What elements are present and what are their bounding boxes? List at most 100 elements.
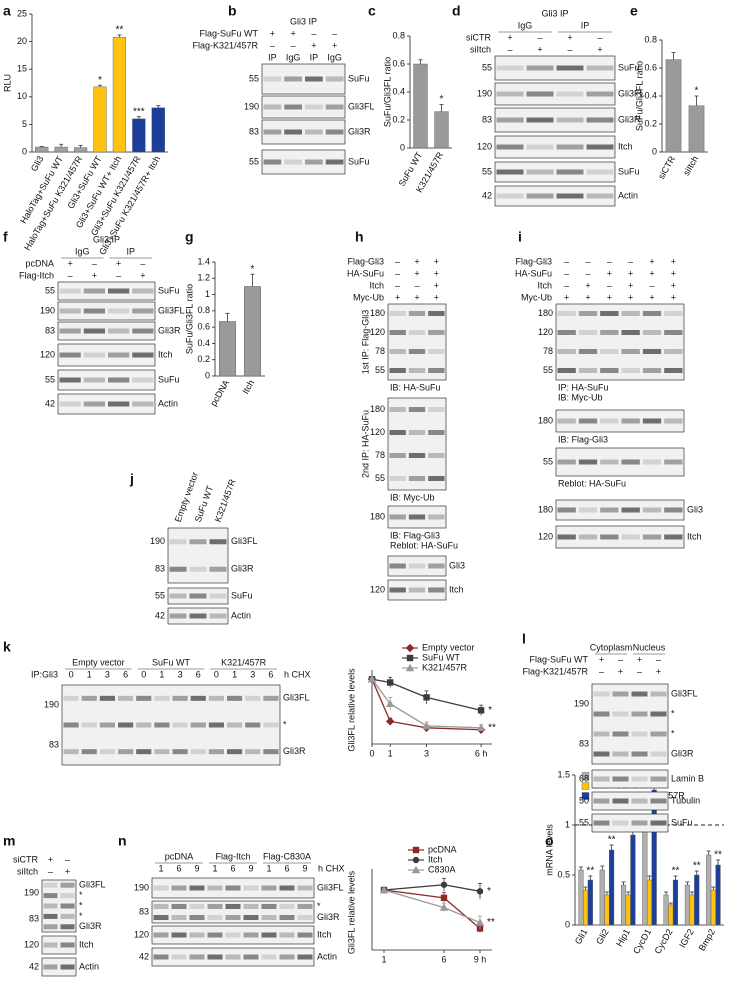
row-unit: h CHX xyxy=(284,669,311,679)
blot-band xyxy=(207,904,223,909)
blot-band xyxy=(261,885,277,891)
bar xyxy=(642,819,648,926)
blot-band xyxy=(60,882,75,888)
blot-band xyxy=(408,514,426,520)
blot-band xyxy=(305,159,323,165)
blot-band xyxy=(600,507,619,513)
significance: ** xyxy=(693,861,701,872)
blot-band xyxy=(190,749,206,755)
legend-label: SuFu WT xyxy=(422,652,461,662)
blot-band xyxy=(389,330,406,335)
blot-band xyxy=(263,76,282,82)
row-name: Itch xyxy=(537,280,552,290)
lane-label: – xyxy=(637,666,642,676)
blot-band xyxy=(279,885,295,891)
blot-band xyxy=(305,76,323,82)
blot-band xyxy=(612,751,629,757)
band-label: SuFu xyxy=(158,285,180,295)
blot-strip xyxy=(151,925,315,945)
blot-band xyxy=(586,169,614,175)
blot-band xyxy=(526,65,554,71)
lane-label: – xyxy=(395,268,400,278)
lane-label: + xyxy=(618,666,623,676)
lane-label: IP xyxy=(268,52,277,62)
blot-band xyxy=(209,566,227,572)
blot-band xyxy=(81,749,97,755)
band-label: Gli3FL xyxy=(79,880,106,890)
blot-band xyxy=(297,904,313,909)
lane-label: 3 xyxy=(178,669,183,679)
blot-band xyxy=(43,964,58,970)
blot-band xyxy=(108,352,130,358)
x-tick-label: 1 xyxy=(381,954,386,964)
lane-label: + xyxy=(395,292,400,302)
panel-letter: d xyxy=(452,3,461,19)
blot-band xyxy=(132,401,154,407)
blot-band xyxy=(153,915,169,920)
band-label: Actin xyxy=(618,190,638,200)
blot-band xyxy=(664,311,683,316)
band-label: Actin xyxy=(79,961,99,971)
significance: ** xyxy=(586,866,594,877)
blot-band xyxy=(284,76,302,82)
blot-band xyxy=(154,749,170,755)
lane-label: – xyxy=(507,44,512,54)
blot-strip xyxy=(261,63,346,95)
blot-band xyxy=(389,587,406,593)
band-label: Actin xyxy=(158,398,178,408)
lane-label: 1 xyxy=(159,669,164,679)
blot-band xyxy=(297,954,313,960)
blot-band xyxy=(526,144,554,150)
blot-band xyxy=(207,954,223,960)
strip-caption: Reblot: HA-SuFu xyxy=(390,540,458,550)
blot-band xyxy=(600,534,619,540)
blot-band xyxy=(428,476,445,481)
band-label: Lamin B xyxy=(671,773,704,783)
blot-band xyxy=(227,749,243,755)
blot-band xyxy=(171,932,187,938)
blot-strip xyxy=(261,95,346,119)
point xyxy=(440,894,448,902)
blot-band xyxy=(631,691,648,697)
lane-label: – xyxy=(68,270,73,280)
blot-band xyxy=(408,349,426,354)
lane-label: + xyxy=(414,268,419,278)
lane-label: SuFu WT xyxy=(193,484,216,524)
band-label: Actin xyxy=(231,610,251,620)
blot-band xyxy=(118,722,134,728)
y-tick-label: 0.2 xyxy=(392,114,405,124)
blot-band xyxy=(428,407,445,412)
lane-label: + xyxy=(628,292,633,302)
ip-label: 1st IP: Flag-Gli3 xyxy=(360,310,370,375)
strip-caption: IB: Myc-Ub xyxy=(390,492,435,502)
blot-band xyxy=(621,507,640,513)
band-label: Gli3R xyxy=(348,126,371,136)
blot-band xyxy=(408,476,426,481)
blot-band xyxy=(59,352,81,358)
lane-label: + xyxy=(649,256,654,266)
lane-label: + xyxy=(414,292,419,302)
blot-band xyxy=(593,691,610,697)
blot-band xyxy=(557,459,576,465)
lane-label: + xyxy=(599,654,604,664)
blot-band xyxy=(593,776,610,782)
significance: ** xyxy=(672,866,680,877)
row-name: Itch xyxy=(369,280,384,290)
blot-band xyxy=(243,915,259,920)
blot-band xyxy=(263,159,282,165)
y-tick-label: 0 xyxy=(400,142,405,152)
lane-label: + xyxy=(628,280,633,290)
legend-label: Itch xyxy=(428,854,443,864)
band-label: * xyxy=(283,719,287,729)
size-marker: 42 xyxy=(29,961,39,971)
blot-band xyxy=(496,117,524,123)
point xyxy=(475,918,485,926)
size-marker: 83 xyxy=(482,114,492,124)
size-marker: 42 xyxy=(155,610,165,620)
blot-strip xyxy=(494,161,616,183)
significance: ** xyxy=(487,917,495,928)
lane-label: 3 xyxy=(105,669,110,679)
blot-strip xyxy=(555,303,685,381)
size-marker: 55 xyxy=(543,456,553,466)
blot-band xyxy=(99,722,115,728)
